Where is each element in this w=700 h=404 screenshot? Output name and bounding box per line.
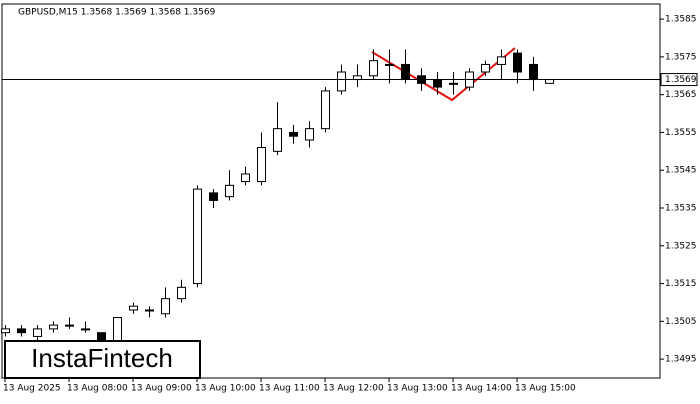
- y-tick-label: 1.3545: [665, 166, 697, 176]
- candle-body: [33, 328, 42, 337]
- candle-body: [305, 128, 314, 141]
- candle-body: [49, 324, 58, 330]
- candle-body: [225, 184, 234, 198]
- candle-body: [161, 298, 170, 315]
- y-tick-label: 1.3495: [665, 355, 697, 365]
- x-tick-label: 13 Aug 08:00: [67, 384, 128, 394]
- y-tick-label: 1.3575: [665, 52, 697, 62]
- candle-body: [81, 328, 90, 331]
- y-tick-label: 1.3565: [665, 90, 697, 100]
- x-tick-label: 13 Aug 12:00: [323, 384, 384, 394]
- y-tick-label: 1.3555: [665, 128, 697, 138]
- candle-body: [369, 60, 378, 77]
- y-tick-label: 1.3535: [665, 204, 697, 214]
- candle-body: [321, 90, 330, 130]
- candle-body: [481, 63, 490, 73]
- candle-body: [449, 82, 458, 85]
- y-tick-label: 1.3585: [665, 15, 697, 25]
- candle-body: [97, 332, 106, 341]
- x-tick-label: 13 Aug 13:00: [387, 384, 448, 394]
- candle-body: [529, 63, 538, 81]
- candle-body: [209, 192, 218, 201]
- candle-body: [289, 131, 298, 137]
- candle-body: [257, 147, 266, 183]
- candle-body: [17, 328, 26, 334]
- x-tick-label: 13 Aug 11:00: [259, 384, 320, 394]
- candle-body: [385, 63, 394, 66]
- chart-title: GBPUSD,M15 1.3568 1.3569 1.3568 1.3569: [18, 8, 216, 18]
- candle-body: [193, 188, 202, 285]
- pattern-line: [371, 47, 516, 102]
- candle-body: [337, 71, 346, 92]
- x-tick-label: 13 Aug 2025: [3, 384, 61, 394]
- y-tick-label: 1.3505: [665, 317, 697, 327]
- x-tick-label: 13 Aug 14:00: [451, 384, 512, 394]
- candle-body: [433, 79, 442, 88]
- candle-body: [353, 75, 362, 81]
- x-tick-label: 13 Aug 15:00: [515, 384, 576, 394]
- x-tick-label: 13 Aug 10:00: [195, 384, 256, 394]
- logo-box: [4, 340, 201, 379]
- candle-body: [497, 56, 506, 65]
- y-tick-label: 1.3515: [665, 279, 697, 289]
- current-price-box: [660, 73, 698, 87]
- candle-body: [241, 173, 250, 183]
- candle-body: [145, 309, 154, 312]
- candle-body: [513, 52, 522, 73]
- current-price-label: 1.3569: [665, 75, 697, 85]
- x-tick-label: 13 Aug 09:00: [131, 384, 192, 394]
- candle-body: [65, 324, 74, 327]
- candle-body: [273, 128, 282, 152]
- candle-body: [129, 305, 138, 311]
- candle-body: [545, 79, 554, 84]
- y-tick-label: 1.3525: [665, 241, 697, 251]
- candle-body: [401, 63, 410, 81]
- candle-body: [177, 286, 186, 300]
- candle-body: [1, 328, 10, 334]
- logo: InstaFintech: [31, 343, 173, 373]
- plot-frame: [1, 3, 661, 379]
